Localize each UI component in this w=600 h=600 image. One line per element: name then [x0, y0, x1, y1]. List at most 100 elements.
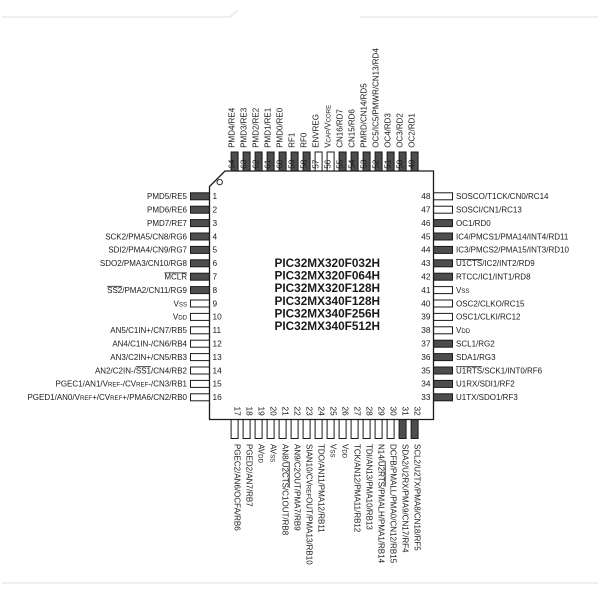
svg-text:20: 20 — [269, 407, 279, 417]
svg-text:30: 30 — [389, 407, 399, 417]
svg-text:13: 13 — [213, 352, 223, 362]
svg-text:AN9/C2OUT/PMA7/RB9: AN9/C2OUT/PMA7/RB9 — [293, 444, 302, 531]
svg-text:N14/U2RTS/PMALH/PMA1/RB14: N14/U2RTS/PMALH/PMA1/RB14 — [377, 444, 386, 564]
svg-text:AN8/U2CTS/C1OUT/RB8: AN8/U2CTS/C1OUT/RB8 — [281, 444, 290, 536]
svg-text:40: 40 — [421, 298, 431, 308]
svg-text:PGEC1/AN1/VREF-/CVREF-/CN3/RB1: PGEC1/AN1/VREF-/CVREF-/CN3/RB1 — [56, 380, 188, 389]
svg-text:AN2/C2IN-/SS1/CN4/RB2: AN2/C2IN-/SS1/CN4/RB2 — [95, 366, 188, 375]
svg-text:33: 33 — [421, 392, 431, 402]
svg-text:18: 18 — [245, 407, 255, 417]
svg-text:58: 58 — [299, 159, 309, 169]
svg-text:5: 5 — [213, 245, 218, 255]
svg-text:41: 41 — [421, 285, 431, 295]
svg-text:38: 38 — [421, 325, 431, 335]
svg-text:U1CTS/IC2/INT2/RD9: U1CTS/IC2/INT2/RD9 — [456, 259, 535, 268]
svg-text:45: 45 — [421, 231, 431, 241]
svg-text:CN15/RD6: CN15/RD6 — [348, 109, 357, 148]
svg-text:SCK2/PMA5/CN8/RG6: SCK2/PMA5/CN8/RG6 — [105, 232, 187, 241]
svg-text:29: 29 — [377, 407, 387, 417]
svg-text:OC4/RD3: OC4/RD3 — [384, 113, 393, 148]
svg-text:24: 24 — [317, 407, 327, 417]
svg-text:PMRD/CN14/RD5: PMRD/CN14/RD5 — [360, 83, 369, 148]
svg-text:MCLR: MCLR — [164, 273, 187, 282]
svg-text:52: 52 — [371, 159, 381, 169]
svg-text:44: 44 — [421, 245, 431, 255]
svg-text:VDD: VDD — [341, 444, 350, 459]
svg-text:63: 63 — [239, 159, 249, 169]
svg-text:55: 55 — [335, 159, 345, 169]
svg-text:51: 51 — [383, 159, 393, 169]
svg-text:OSC1/CLKI/RC12: OSC1/CLKI/RC12 — [456, 313, 521, 322]
svg-text:54: 54 — [347, 159, 357, 169]
svg-text:SOSCI/CN1/RC13: SOSCI/CN1/RC13 — [456, 206, 522, 215]
svg-text:16: 16 — [213, 392, 223, 402]
svg-text:CN16/RD7: CN16/RD7 — [336, 109, 345, 148]
svg-text:10: 10 — [213, 312, 223, 322]
svg-text:21: 21 — [281, 407, 291, 417]
svg-text:60: 60 — [275, 159, 285, 169]
svg-text:PGED2/AN7/RB7: PGED2/AN7/RB7 — [245, 444, 254, 507]
svg-text:TCK/AN12/PMA11/RB12: TCK/AN12/PMA11/RB12 — [353, 444, 362, 533]
svg-text:OC2/RD1: OC2/RD1 — [408, 113, 417, 148]
svg-text:28: 28 — [365, 407, 375, 417]
svg-text:IC4/PMCS1/PMA14/INT4/RD11: IC4/PMCS1/PMA14/INT4/RD11 — [456, 232, 569, 241]
svg-text:17: 17 — [233, 407, 243, 417]
svg-text:SIAN10/CVREFOUT/PMA13/RB10: SIAN10/CVREFOUT/PMA13/RB10 — [305, 444, 314, 565]
svg-text:23: 23 — [305, 407, 315, 417]
svg-text:AVSS: AVSS — [269, 444, 278, 462]
svg-text:6: 6 — [213, 258, 218, 268]
svg-text:3: 3 — [213, 218, 218, 228]
svg-text:35: 35 — [421, 365, 431, 375]
svg-text:OSC2/CLKO/RC15: OSC2/CLKO/RC15 — [456, 299, 525, 308]
svg-text:61: 61 — [263, 159, 273, 169]
svg-text:SS2/PMA2/CN11/RG9: SS2/PMA2/CN11/RG9 — [107, 286, 187, 295]
svg-text:47: 47 — [421, 205, 431, 215]
svg-text:15: 15 — [213, 379, 223, 389]
svg-text:RF1: RF1 — [288, 132, 297, 148]
svg-text:PMD5/RE5: PMD5/RE5 — [147, 192, 188, 201]
svg-text:SCL1/RG2: SCL1/RG2 — [456, 340, 495, 349]
svg-text:TDI/AN13/PMA10/RB13: TDI/AN13/PMA10/RB13 — [365, 444, 374, 530]
svg-text:27: 27 — [353, 407, 363, 417]
svg-text:26: 26 — [341, 407, 351, 417]
svg-text:SDO2/PMA3/CN10/RG8: SDO2/PMA3/CN10/RG8 — [100, 259, 188, 268]
svg-text:PMD0/RE0: PMD0/RE0 — [276, 107, 285, 148]
svg-text:PMD2/RE2: PMD2/RE2 — [252, 107, 261, 148]
svg-text:57: 57 — [311, 159, 321, 169]
svg-text:43: 43 — [421, 258, 431, 268]
svg-text:PMD3/RE3: PMD3/RE3 — [240, 107, 249, 148]
svg-text:VSS: VSS — [174, 299, 187, 308]
svg-text:OC5/IC5/PMWR/CN13/RD4: OC5/IC5/PMWR/CN13/RD4 — [372, 48, 381, 148]
svg-text:31: 31 — [401, 407, 411, 417]
svg-text:25: 25 — [329, 407, 339, 417]
svg-text:OC1/RD0: OC1/RD0 — [456, 219, 491, 228]
svg-text:AN4/C1IN-/CN6/RB4: AN4/C1IN-/CN6/RB4 — [112, 340, 187, 349]
svg-text:DCFB/PMALL/PMA0/CN12/RB15: DCFB/PMALL/PMA0/CN12/RB15 — [389, 444, 398, 564]
svg-text:11: 11 — [213, 325, 222, 335]
svg-text:RTCC/IC1/INT1/RD8: RTCC/IC1/INT1/RD8 — [456, 273, 531, 282]
svg-text:AN3/C2IN+/CN5/RB3: AN3/C2IN+/CN5/RB3 — [110, 353, 187, 362]
svg-text:12: 12 — [213, 339, 223, 349]
svg-text:AN5/C1IN+/CN7/RB5: AN5/C1IN+/CN7/RB5 — [110, 326, 187, 335]
svg-text:49: 49 — [407, 159, 417, 169]
svg-text:4: 4 — [213, 231, 218, 241]
svg-text:U1TX/SDO1/RF3: U1TX/SDO1/RF3 — [456, 393, 518, 402]
svg-text:OC3/RD2: OC3/RD2 — [396, 113, 405, 148]
svg-text:PGEC2/AN6/OCFA/RB6: PGEC2/AN6/OCFA/RB6 — [233, 444, 242, 531]
svg-text:RF0: RF0 — [300, 132, 309, 148]
svg-text:2: 2 — [213, 205, 218, 215]
svg-text:SOSCO/T1CK/CN0/RC14: SOSCO/T1CK/CN0/RC14 — [456, 192, 549, 201]
svg-text:9: 9 — [213, 298, 218, 308]
svg-text:PMD1/RE1: PMD1/RE1 — [264, 107, 273, 148]
svg-text:36: 36 — [421, 352, 431, 362]
svg-text:AVDD: AVDD — [257, 444, 266, 463]
svg-text:34: 34 — [421, 379, 431, 389]
svg-text:PMD6/RE6: PMD6/RE6 — [147, 206, 188, 215]
svg-text:SDI2/PMA4/CN9/RG7: SDI2/PMA4/CN9/RG7 — [108, 246, 187, 255]
svg-text:46: 46 — [421, 218, 431, 228]
svg-text:VSS: VSS — [456, 286, 469, 295]
svg-text:48: 48 — [421, 191, 431, 201]
svg-text:PIC32MX340F512H: PIC32MX340F512H — [275, 319, 381, 333]
svg-text:PMD7/RE7: PMD7/RE7 — [147, 219, 188, 228]
svg-text:TDO/AN11/PMA12/RB11: TDO/AN11/PMA12/RB11 — [317, 444, 326, 533]
